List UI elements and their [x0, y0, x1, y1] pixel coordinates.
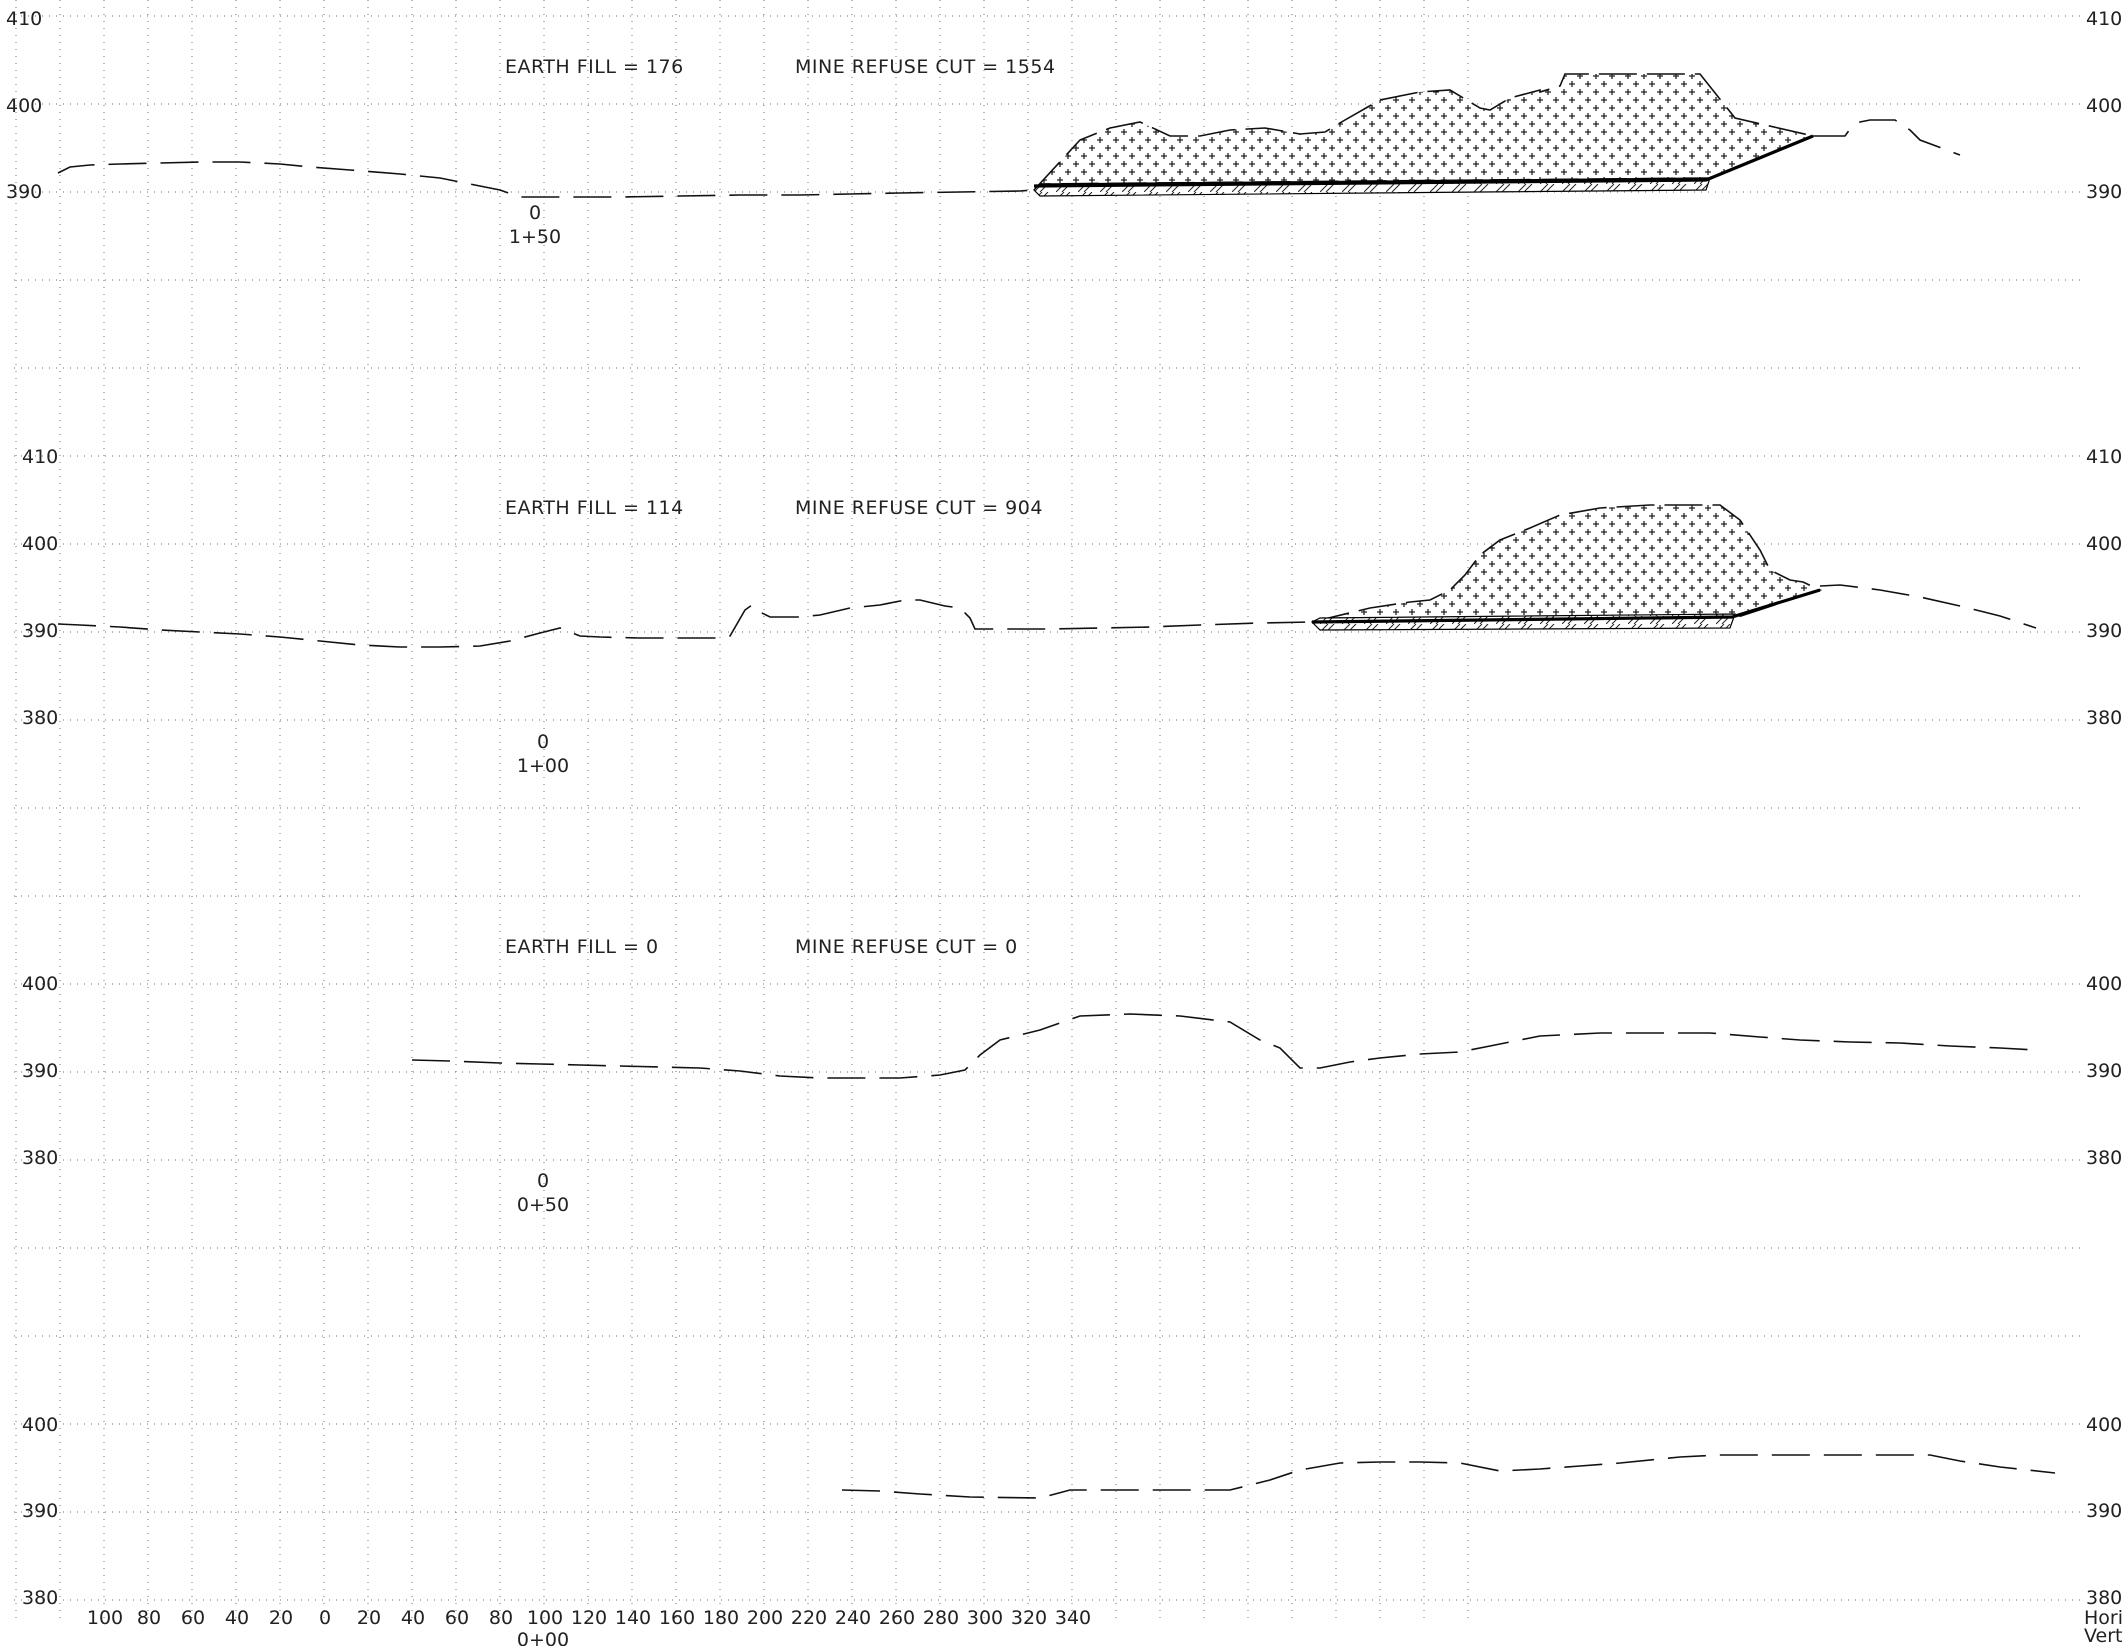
- x-tick-label: 120: [571, 1607, 607, 1629]
- elevation-label-410-right: 410: [2086, 8, 2122, 30]
- section-0-00: 400 390 380 400 390 380 0+00: [22, 1414, 2122, 1646]
- x-tick-label: 220: [791, 1607, 827, 1629]
- earth-fill-note: EARTH FILL = 176: [505, 56, 684, 78]
- elevation-label-400-left: 400: [22, 973, 58, 995]
- x-tick-label: 20: [357, 1607, 381, 1629]
- earth-fill-note: EARTH FILL = 0: [505, 936, 659, 958]
- excavation-base-line: [1311, 588, 1821, 624]
- elevation-label-390-left: 390: [22, 620, 58, 642]
- x-tick-label: 320: [1011, 1607, 1047, 1629]
- scale-note-vertical: Verti: [2084, 1625, 2123, 1646]
- section-1-00: 410 400 390 380 410 400 390 380 EARTH FI…: [22, 446, 2122, 777]
- x-tick-label: 280: [923, 1607, 959, 1629]
- x-tick-label: 60: [181, 1607, 205, 1629]
- x-tick-label: 80: [489, 1607, 513, 1629]
- elevation-label-380-left: 380: [22, 1147, 58, 1169]
- section-0-50: 400 390 380 400 390 380 EARTH FILL = 0 M…: [22, 936, 2122, 1216]
- centerline-offset: 0: [537, 1170, 549, 1192]
- elevation-label-400-left: 400: [22, 533, 58, 555]
- x-tick-label: 300: [967, 1607, 1003, 1629]
- existing-ground-line-right: [1819, 584, 2037, 629]
- scale-note-horizontal: Hori: [2084, 1607, 2123, 1629]
- elevation-label-380-left: 380: [22, 707, 58, 729]
- offset-axis: 100 80 60 40 20 0 20 40 60 80 100 120 140 160 180 200 22…: [87, 1607, 1091, 1629]
- elevation-label-410-left: 410: [22, 446, 58, 468]
- existing-ground-line: [57, 161, 1035, 198]
- x-tick-label: 100: [527, 1607, 563, 1629]
- x-tick-label: 40: [225, 1607, 249, 1629]
- x-tick-label: 40: [401, 1607, 425, 1629]
- earth-fill-note: EARTH FILL = 114: [505, 497, 684, 519]
- elevation-label-400-left: 400: [22, 1414, 58, 1436]
- station-label: 1+50: [509, 226, 561, 248]
- mine-refuse-cut-area: [1033, 73, 1816, 191]
- existing-ground-line: [841, 1454, 2056, 1499]
- elevation-label-390-right: 390: [2086, 181, 2122, 203]
- elevation-label-390-right: 390: [2086, 1500, 2122, 1522]
- centerline-offset: 0: [529, 202, 541, 224]
- x-tick-label: 340: [1055, 1607, 1091, 1629]
- elevation-label-380-left: 380: [22, 1587, 58, 1609]
- station-label: 1+00: [517, 755, 569, 777]
- elevation-label-380-right: 380: [2086, 1587, 2122, 1609]
- section-1-50: 410 400 390 410 400 390 EARTH FILL = 176…: [6, 8, 2122, 248]
- mine-refuse-cut-note: MINE REFUSE CUT = 1554: [795, 56, 1056, 78]
- x-tick-label: 100: [87, 1607, 123, 1629]
- elevation-label-390-left: 390: [6, 181, 42, 203]
- elevation-label-400-right: 400: [2086, 973, 2122, 995]
- x-tick-label: 60: [445, 1607, 469, 1629]
- elevation-label-390-right: 390: [2086, 620, 2122, 642]
- elevation-label-400-right: 400: [2086, 1414, 2122, 1436]
- centerline-offset: 0: [537, 731, 549, 753]
- grid: [14, 0, 2080, 1624]
- x-tick-label: 240: [835, 1607, 871, 1629]
- station-label: 0+50: [517, 1194, 569, 1216]
- mine-refuse-cut-note: MINE REFUSE CUT = 904: [795, 497, 1043, 519]
- x-tick-label: 80: [137, 1607, 161, 1629]
- x-tick-label: 160: [659, 1607, 695, 1629]
- elevation-label-390-left: 390: [22, 1500, 58, 1522]
- elevation-label-380-right: 380: [2086, 707, 2122, 729]
- elevation-label-400-right: 400: [2086, 95, 2122, 117]
- x-tick-label: 180: [703, 1607, 739, 1629]
- station-label: 0+00: [517, 1629, 569, 1646]
- mine-refuse-cut-note: MINE REFUSE CUT = 0: [795, 936, 1018, 958]
- existing-ground-line-right: [1813, 119, 1961, 156]
- x-tick-label: 260: [879, 1607, 915, 1629]
- x-tick-label: 20: [269, 1607, 293, 1629]
- mine-refuse-cut-area: [1311, 504, 1823, 625]
- elevation-label-390-right: 390: [2086, 1060, 2122, 1082]
- x-tick-label: 200: [747, 1607, 783, 1629]
- existing-ground-line: [57, 599, 1313, 648]
- elevation-label-410-right: 410: [2086, 446, 2122, 468]
- elevation-label-390-left: 390: [22, 1060, 58, 1082]
- elevation-label-400-right: 400: [2086, 533, 2122, 555]
- elevation-label-410-left: 410: [6, 8, 42, 30]
- x-tick-label: 0: [319, 1607, 331, 1629]
- elevation-label-400-left: 400: [6, 95, 42, 117]
- excavation-base-line: [1033, 134, 1814, 188]
- existing-ground-line: [411, 1013, 2037, 1079]
- x-tick-label: 140: [615, 1607, 651, 1629]
- elevation-label-380-right: 380: [2086, 1147, 2122, 1169]
